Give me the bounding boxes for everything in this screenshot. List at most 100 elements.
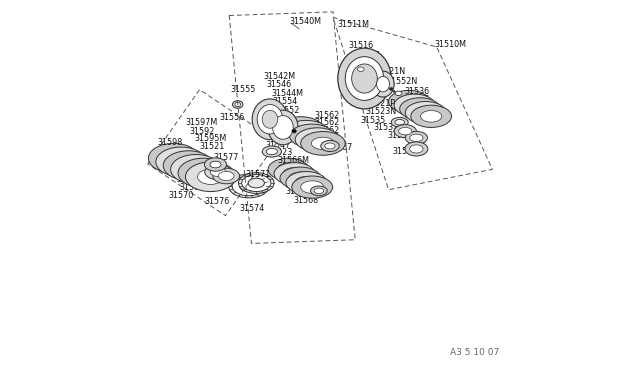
Ellipse shape [168,154,194,170]
Ellipse shape [262,110,278,128]
Ellipse shape [232,101,243,108]
Text: 31552: 31552 [274,106,300,115]
Ellipse shape [292,129,296,133]
Text: 31537: 31537 [410,103,435,112]
Ellipse shape [204,158,227,171]
Ellipse shape [171,154,221,184]
Text: 31596: 31596 [173,167,199,176]
Text: 31511M: 31511M [338,20,370,29]
Ellipse shape [266,148,277,155]
Text: 31562: 31562 [315,133,340,142]
Ellipse shape [289,172,312,185]
Ellipse shape [262,146,282,157]
Ellipse shape [205,164,232,180]
Ellipse shape [257,105,283,134]
Ellipse shape [394,94,435,116]
Text: 31562: 31562 [315,119,340,128]
Text: 31583: 31583 [176,175,202,184]
Text: 31556: 31556 [219,113,244,122]
Text: 31540M: 31540M [290,17,322,26]
Text: 31566: 31566 [282,171,307,180]
Ellipse shape [301,132,345,155]
Ellipse shape [283,167,306,180]
Ellipse shape [405,142,428,156]
Ellipse shape [325,143,335,149]
Text: 31577: 31577 [213,153,239,161]
Text: 31514: 31514 [355,51,380,60]
Ellipse shape [393,90,396,92]
Text: 31552N: 31552N [386,77,417,86]
Ellipse shape [321,140,339,151]
Ellipse shape [398,96,420,107]
Ellipse shape [295,128,340,151]
Ellipse shape [338,48,391,109]
Ellipse shape [415,107,436,118]
Text: 31595M: 31595M [195,134,227,144]
Ellipse shape [213,168,239,184]
Ellipse shape [295,176,318,189]
Text: 31521N: 31521N [375,67,406,76]
Ellipse shape [306,134,329,146]
Ellipse shape [290,124,334,148]
Ellipse shape [211,167,226,177]
Ellipse shape [399,128,412,135]
Text: 31566: 31566 [286,187,311,196]
Ellipse shape [289,122,312,135]
Text: 31538N: 31538N [415,110,447,119]
Ellipse shape [156,147,206,177]
Text: 31546: 31546 [266,80,291,89]
Text: 31576: 31576 [204,197,230,206]
Text: 31523: 31523 [268,148,292,157]
Ellipse shape [274,163,315,185]
Ellipse shape [239,180,258,192]
Ellipse shape [396,91,402,96]
Ellipse shape [351,64,378,93]
Text: 31535: 31535 [361,116,386,125]
Text: 31521: 31521 [200,142,225,151]
Ellipse shape [345,57,384,100]
Ellipse shape [161,151,187,166]
Text: 31554: 31554 [273,97,298,106]
Ellipse shape [410,134,423,141]
Ellipse shape [232,176,266,196]
Text: 31562: 31562 [315,111,340,120]
Ellipse shape [218,171,234,181]
Text: 31521P: 31521P [365,99,396,108]
Ellipse shape [300,130,323,142]
Ellipse shape [404,99,425,111]
Ellipse shape [405,131,428,144]
Text: 31547: 31547 [265,141,291,150]
Text: 31568: 31568 [293,196,319,205]
Text: A3 5 10 07: A3 5 10 07 [451,348,500,357]
Ellipse shape [198,169,224,185]
Ellipse shape [186,162,236,192]
Ellipse shape [295,126,318,138]
Ellipse shape [278,117,323,140]
Ellipse shape [284,121,328,144]
Text: 31536: 31536 [404,87,429,96]
Ellipse shape [268,158,309,180]
Text: 31566: 31566 [282,164,307,173]
Ellipse shape [410,103,431,115]
Ellipse shape [277,163,300,176]
Ellipse shape [420,110,442,122]
Ellipse shape [190,165,216,181]
Ellipse shape [235,102,241,107]
Ellipse shape [273,116,293,139]
Text: 31574: 31574 [239,205,264,214]
Ellipse shape [410,145,423,153]
Text: 31592: 31592 [189,126,215,136]
Ellipse shape [400,98,440,120]
Ellipse shape [148,143,199,173]
Text: 31555: 31555 [230,85,256,94]
Text: 31542M: 31542M [264,72,296,81]
Text: 31571: 31571 [245,170,270,179]
Ellipse shape [183,161,209,177]
Ellipse shape [228,174,269,198]
Text: 31523N: 31523N [365,108,396,116]
Ellipse shape [175,158,202,173]
Ellipse shape [394,125,417,138]
Ellipse shape [388,90,429,113]
Text: 31598: 31598 [157,138,183,147]
Ellipse shape [389,87,393,90]
